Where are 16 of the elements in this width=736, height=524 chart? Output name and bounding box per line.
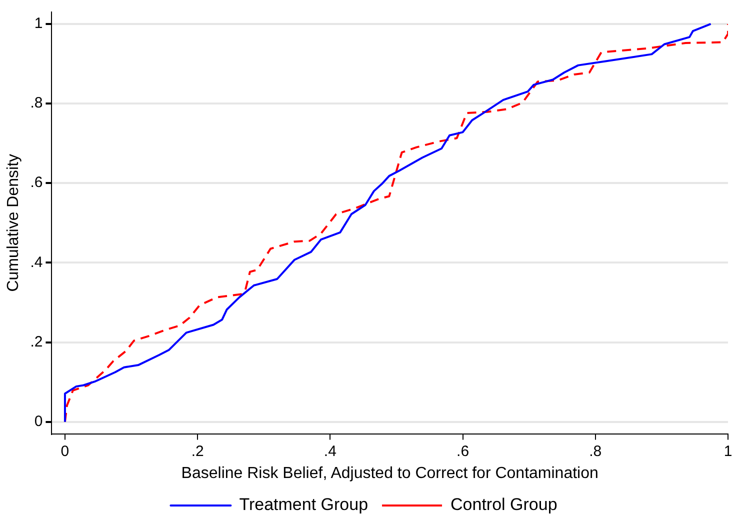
y-axis-title: Cumulative Density (5, 154, 22, 292)
x-tick-label: 0 (60, 442, 70, 460)
legend-label: Treatment Group (239, 495, 368, 514)
legend-label: Control Group (450, 495, 558, 514)
x-tick-label: .6 (456, 442, 470, 460)
x-tick-label: 1 (724, 442, 732, 460)
y-tick-label: 0 (34, 413, 43, 430)
x-axis-title: Baseline Risk Belief, Adjusted to Correct for Contamination (181, 464, 598, 482)
x-tick-label: .2 (191, 442, 204, 460)
y-tick-label: .6 (30, 174, 43, 192)
x-tick-label: .4 (324, 442, 336, 460)
x-tick-label: .8 (589, 442, 602, 460)
y-tick-label: .4 (30, 254, 43, 271)
y-tick-label: .8 (30, 94, 43, 112)
y-tick-label: .2 (30, 333, 43, 350)
y-tick-label: 1 (34, 15, 43, 32)
